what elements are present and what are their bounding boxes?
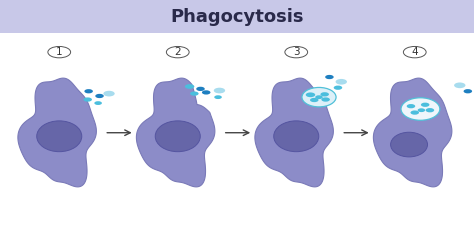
Polygon shape [18,78,96,187]
Circle shape [185,84,194,89]
Circle shape [94,101,102,105]
Ellipse shape [274,121,319,152]
FancyBboxPatch shape [0,0,474,33]
Circle shape [454,82,465,88]
Circle shape [336,79,347,85]
Polygon shape [255,78,333,187]
Ellipse shape [391,132,428,157]
Circle shape [426,108,434,112]
Circle shape [421,103,429,107]
Polygon shape [374,78,452,187]
Circle shape [407,104,415,108]
Circle shape [196,87,205,91]
Circle shape [103,91,115,96]
Circle shape [202,90,210,95]
Ellipse shape [401,98,440,120]
Circle shape [410,110,419,115]
Circle shape [315,95,323,99]
Circle shape [285,46,308,58]
Text: 3: 3 [293,47,300,57]
Circle shape [310,98,319,102]
Circle shape [464,89,472,93]
Text: Phagocytosis: Phagocytosis [170,8,304,26]
Circle shape [83,97,92,102]
Circle shape [95,94,104,98]
Ellipse shape [302,87,336,107]
Text: 1: 1 [56,47,63,57]
Circle shape [214,88,225,93]
Polygon shape [137,78,215,187]
Text: 2: 2 [174,47,181,57]
Circle shape [321,97,330,102]
Circle shape [403,46,426,58]
Circle shape [214,95,222,99]
Circle shape [320,92,329,96]
Circle shape [334,86,342,90]
Circle shape [84,89,93,93]
Circle shape [166,46,189,58]
Ellipse shape [36,121,82,152]
Circle shape [306,92,315,97]
Ellipse shape [155,121,200,152]
Text: 4: 4 [411,47,418,57]
Circle shape [190,91,199,96]
Circle shape [48,46,71,58]
Circle shape [325,75,334,79]
Circle shape [418,108,425,112]
